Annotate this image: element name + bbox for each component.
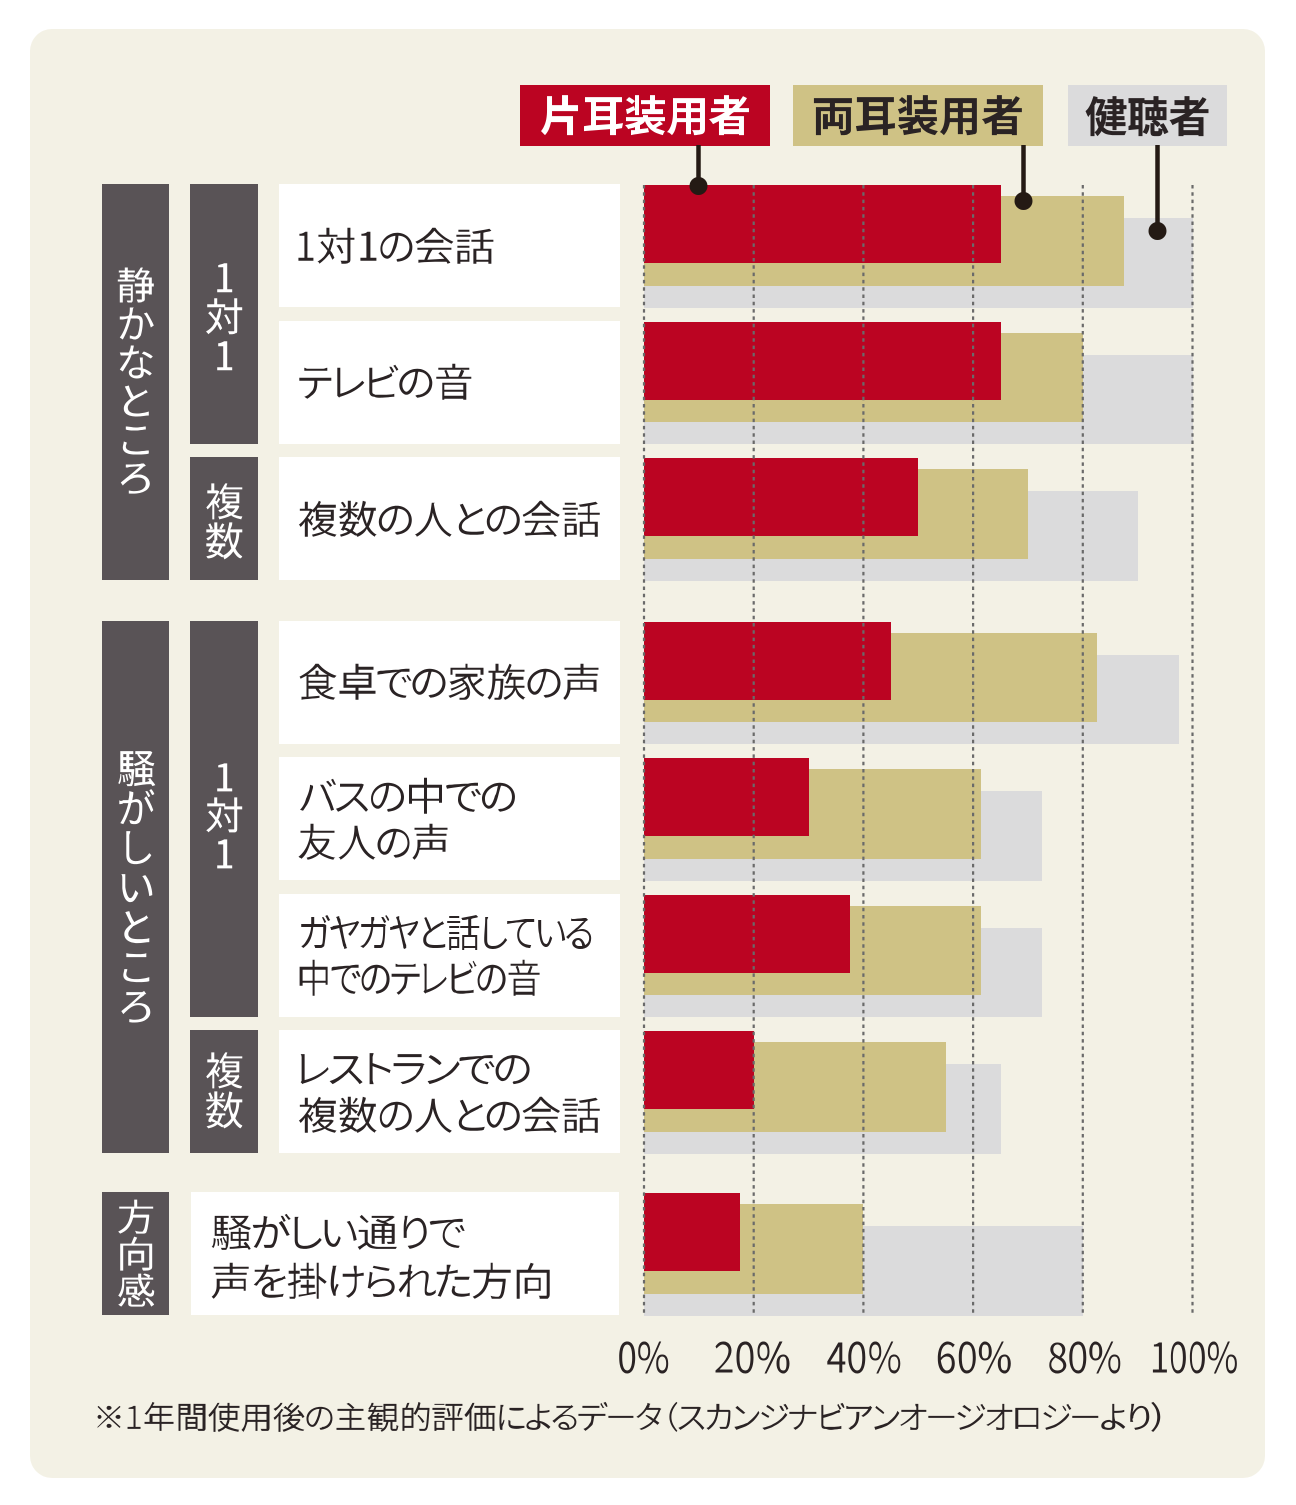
group-box-noisy-label-glyphs [117,750,155,1023]
footnote: ※1年間使用後の主観的評価によるデータ（スカンジナビアンオージオロジーより） [95,1400,1162,1434]
section-box-quiet-multi-label: 複数 [204,481,245,561]
legend-item-monaural-label-glyphs [541,95,750,136]
footnote-glyphs [97,1401,1160,1432]
row-label-5-line-2-glyphs [299,959,540,996]
axis-tick-label-2: 40% [825,1340,902,1375]
row-label-6-line-1: レストランでの [299,1051,532,1087]
legend-item-monaural-label: 片耳装用者 [539,93,751,137]
axis-tick-label-4: 80% [1047,1340,1123,1375]
axis-tick-label-0-glyphs [618,1341,668,1374]
axis-tick-label-0: 0% [617,1340,670,1375]
section-box-quiet-1on1-label: 1対1 [204,261,244,373]
row-label-4-line-2-glyphs [298,823,448,860]
group-box-direction [102,1192,169,1315]
group-box-direction-label: 方向感 [116,1198,156,1309]
section-box-noisy-multi-label-glyphs [206,1052,243,1129]
row-label-6-line-2: 複数の人との会話 [297,1095,602,1135]
bar-row-2 [644,457,1193,581]
row-label-box-6 [279,1030,620,1153]
group-box-quiet-label: 静かなところ [116,265,156,496]
bar-row-5 [644,894,1193,1017]
row-label-1-line-1-glyphs [299,363,472,400]
legend-pointer-binaural-dot [1014,192,1033,210]
legend-pointer-monaural [689,145,708,195]
axis-tick-label-1: 20% [713,1340,791,1375]
section-box-quiet-multi [190,457,258,580]
bar-monaural-row-2 [644,458,919,536]
bar-monaural-row-1 [644,321,1001,400]
legend-pointers [689,145,1167,240]
row-label-2-line-1-glyphs [298,500,600,537]
section-box-quiet-1on1 [190,184,258,444]
row-label-7-line-2-glyphs [212,1262,551,1299]
group-box-quiet [102,184,169,580]
row-label-0-line-1-glyphs [298,227,494,264]
bar-monaural-row-5 [644,894,850,973]
bar-monaural-row-3 [644,621,891,700]
axis-tick-label-2-glyphs [826,1341,900,1374]
legend-item-normal-hearing-label: 健聴者 [1084,94,1210,138]
bar-row-3 [644,621,1193,744]
axis-tick-label-5-glyphs [1152,1341,1237,1374]
axis-tick-label-3-glyphs [937,1341,1011,1374]
row-label-7-line-1: 騒がしい通りで [210,1212,467,1252]
row-label-6-line-2-glyphs [298,1096,600,1133]
row-label-box-1 [279,320,620,444]
bar-monaural-row-0 [644,185,1001,263]
section-box-noisy-1on1-label: 1対1 [204,761,244,870]
row-label-4-line-1: バスの中での [298,776,517,816]
bar-monaural-row-7 [644,1193,740,1271]
legend-item-normal-hearing-label-glyphs [1085,95,1209,136]
row-label-1-line-1: テレビの音 [297,362,474,402]
section-box-noisy-multi-label: 複数 [204,1050,245,1131]
row-label-0-line-1: 1対1の会話 [296,226,495,266]
group-box-noisy-label: 騒がしいところ [116,749,157,1025]
section-box-noisy-multi [190,1030,258,1153]
row-label-5-line-1: ガヤガヤと話している [299,913,594,952]
row-label-4-line-2: 友人の声 [297,822,450,862]
section-box-noisy-1on1-label-glyphs [206,763,243,869]
section-box-quiet-1on1-label-glyphs [206,263,243,371]
row-label-2-line-1: 複数の人との会話 [297,499,602,539]
bar-row-0 [644,184,1193,308]
legend-item-binaural-label-glyphs [814,95,1022,136]
axis-tick-label-3: 60% [936,1340,1013,1375]
row-label-7-line-2: 声を掛けられた方向 [210,1261,552,1301]
bar-monaural-row-6 [644,1031,754,1109]
axis-tick-label-1-glyphs [715,1341,790,1374]
legend-pointer-monaural-dot [689,177,708,195]
bar-monaural-row-4 [644,758,809,836]
bar-row-4 [644,757,1193,881]
bar-row-7 [644,1192,1193,1316]
section-box-noisy-1on1 [190,620,258,1017]
row-label-box-0 [279,184,620,307]
row-label-box-2 [279,457,620,580]
group-box-noisy [102,620,169,1153]
row-label-box-3 [279,620,620,744]
row-label-4-line-1-glyphs [300,777,515,814]
legend-pointer-normal-hearing-dot [1148,222,1167,240]
axis-tick-label-5: 100% [1151,1340,1239,1375]
bar-row-6 [644,1030,1193,1154]
row-label-box-4 [279,757,620,880]
row-label-5-line-1-glyphs [301,914,592,950]
group-box-direction-label-glyphs [117,1199,154,1307]
row-label-7-line-1-glyphs [212,1213,466,1250]
legend-pointer-normal-hearing [1148,145,1167,240]
row-label-5-line-2: 中でのテレビの音 [298,958,541,998]
section-box-quiet-multi-label-glyphs [206,483,243,560]
row-label-box-5 [279,893,620,1017]
axis-tick-label-4-glyphs [1049,1341,1121,1374]
group-box-quiet-label-glyphs [117,267,154,495]
legend-pointer-binaural [1014,145,1033,210]
legend-item-binaural-label: 両耳装用者 [812,93,1024,137]
row-label-6-line-1-glyphs [300,1052,530,1084]
